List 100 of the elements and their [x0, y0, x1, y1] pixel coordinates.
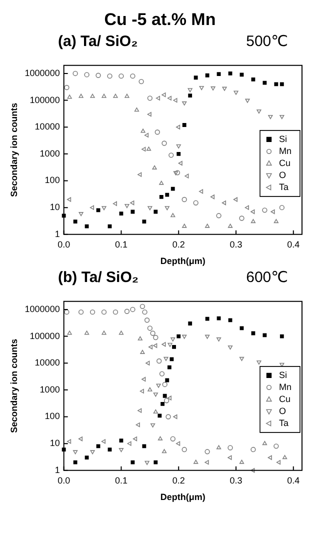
- point: [182, 123, 186, 127]
- point: [165, 192, 170, 197]
- point: [250, 446, 256, 452]
- point: [198, 189, 204, 194]
- point: [251, 77, 256, 82]
- y-tick-label: 1000000: [24, 304, 60, 314]
- point: [66, 197, 72, 202]
- point: [146, 146, 152, 151]
- point: [166, 414, 171, 420]
- legend-label: O: [279, 406, 286, 416]
- point: [188, 94, 192, 98]
- point: [130, 200, 134, 206]
- text: 500℃: [246, 32, 288, 50]
- x-tick-label: 0.0: [58, 239, 70, 250]
- point: [162, 382, 168, 388]
- y-tick-label: 1000: [40, 148, 60, 158]
- point: [280, 334, 284, 338]
- point: [162, 342, 166, 347]
- point: [167, 396, 172, 400]
- point: [156, 384, 161, 388]
- point: [118, 330, 124, 335]
- point: [152, 165, 157, 170]
- point: [150, 423, 156, 428]
- point: [182, 196, 187, 202]
- point: [90, 450, 95, 454]
- point: [176, 124, 180, 130]
- point: [78, 94, 84, 98]
- point: [172, 345, 176, 349]
- point: [119, 212, 124, 216]
- legend-label: Cu: [279, 158, 291, 168]
- point: [245, 98, 250, 103]
- legend-label: Si: [279, 134, 288, 144]
- point: [182, 224, 187, 228]
- point: [164, 206, 170, 210]
- point: [130, 460, 135, 464]
- point: [127, 441, 132, 446]
- y-tick-label: 1: [54, 228, 60, 239]
- point: [274, 219, 278, 224]
- point: [193, 200, 198, 206]
- point: [194, 76, 198, 80]
- point: [205, 334, 210, 339]
- point: [156, 96, 160, 100]
- point: [268, 114, 273, 120]
- point: [240, 72, 244, 77]
- point: [176, 441, 180, 446]
- y-tick-label: 1: [54, 464, 60, 475]
- point: [101, 309, 107, 315]
- point: [274, 82, 278, 86]
- point: [96, 72, 101, 78]
- point: [142, 376, 146, 382]
- point: [148, 387, 152, 392]
- point: [119, 438, 124, 442]
- point: [176, 144, 181, 148]
- y-tick-label: 10000: [34, 122, 60, 132]
- point: [176, 152, 181, 156]
- point: [134, 108, 140, 112]
- point: [173, 171, 178, 176]
- legend-label: O: [279, 170, 286, 180]
- point: [170, 357, 174, 362]
- point: [102, 206, 106, 210]
- point: [228, 318, 232, 322]
- point: [199, 86, 204, 90]
- y-tick-label: 10: [50, 202, 60, 212]
- x-tick-label: 0.2: [172, 239, 185, 250]
- point: [112, 201, 117, 206]
- point: [256, 109, 262, 114]
- point: [84, 456, 89, 460]
- point: [78, 436, 83, 442]
- x-tick-label: 0.2: [172, 475, 185, 486]
- point: [130, 73, 136, 79]
- y-tick-label: 10: [50, 438, 60, 448]
- point: [78, 309, 84, 315]
- point: [118, 73, 124, 79]
- x-tick-label: 0.4: [287, 239, 300, 250]
- point: [138, 336, 142, 340]
- point: [108, 448, 112, 452]
- point: [182, 101, 187, 106]
- point: [153, 392, 158, 397]
- point: [170, 186, 175, 191]
- point: [73, 220, 78, 224]
- point: [173, 414, 178, 420]
- point: [124, 308, 130, 314]
- point: [216, 337, 222, 342]
- chart-subtitle: (b) Ta/ SiO₂: [58, 269, 139, 286]
- y-tick-label: 100: [44, 411, 60, 422]
- point: [216, 213, 222, 218]
- point: [154, 130, 160, 135]
- point: [210, 194, 215, 200]
- point: [102, 330, 106, 335]
- point: [118, 448, 124, 452]
- point: [250, 219, 256, 224]
- point: [182, 334, 187, 339]
- legend-label: Si: [279, 370, 288, 380]
- point: [140, 304, 146, 310]
- point: [147, 96, 153, 101]
- point: [64, 84, 70, 90]
- point: [154, 210, 158, 214]
- point: [138, 78, 144, 84]
- point: [173, 98, 178, 103]
- point: [144, 132, 149, 138]
